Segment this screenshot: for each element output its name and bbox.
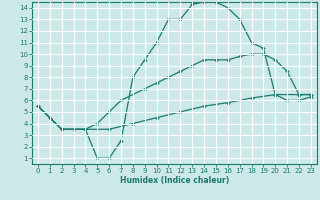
X-axis label: Humidex (Indice chaleur): Humidex (Indice chaleur) — [120, 176, 229, 185]
